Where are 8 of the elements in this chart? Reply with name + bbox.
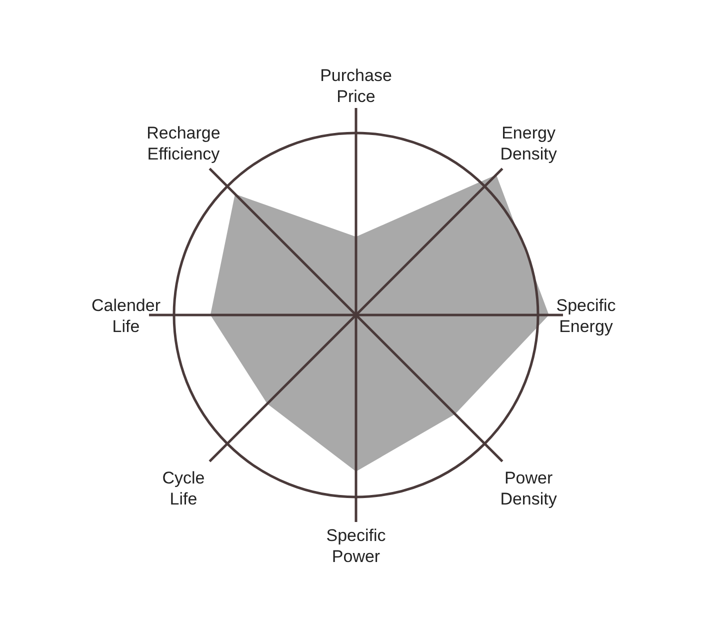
spoke-label: Recharge Efficiency [146, 123, 220, 164]
spoke-label: Cycle Life [162, 468, 205, 509]
spoke-label: Power Density [500, 468, 558, 509]
spoke-label: Energy Density [500, 123, 558, 164]
spoke-label: Calender Life [92, 296, 161, 336]
spoke-label: Specific Power [326, 526, 386, 566]
spoke-label: Specific Energy [556, 296, 616, 336]
spoke-label: Purchase Price [320, 66, 392, 106]
